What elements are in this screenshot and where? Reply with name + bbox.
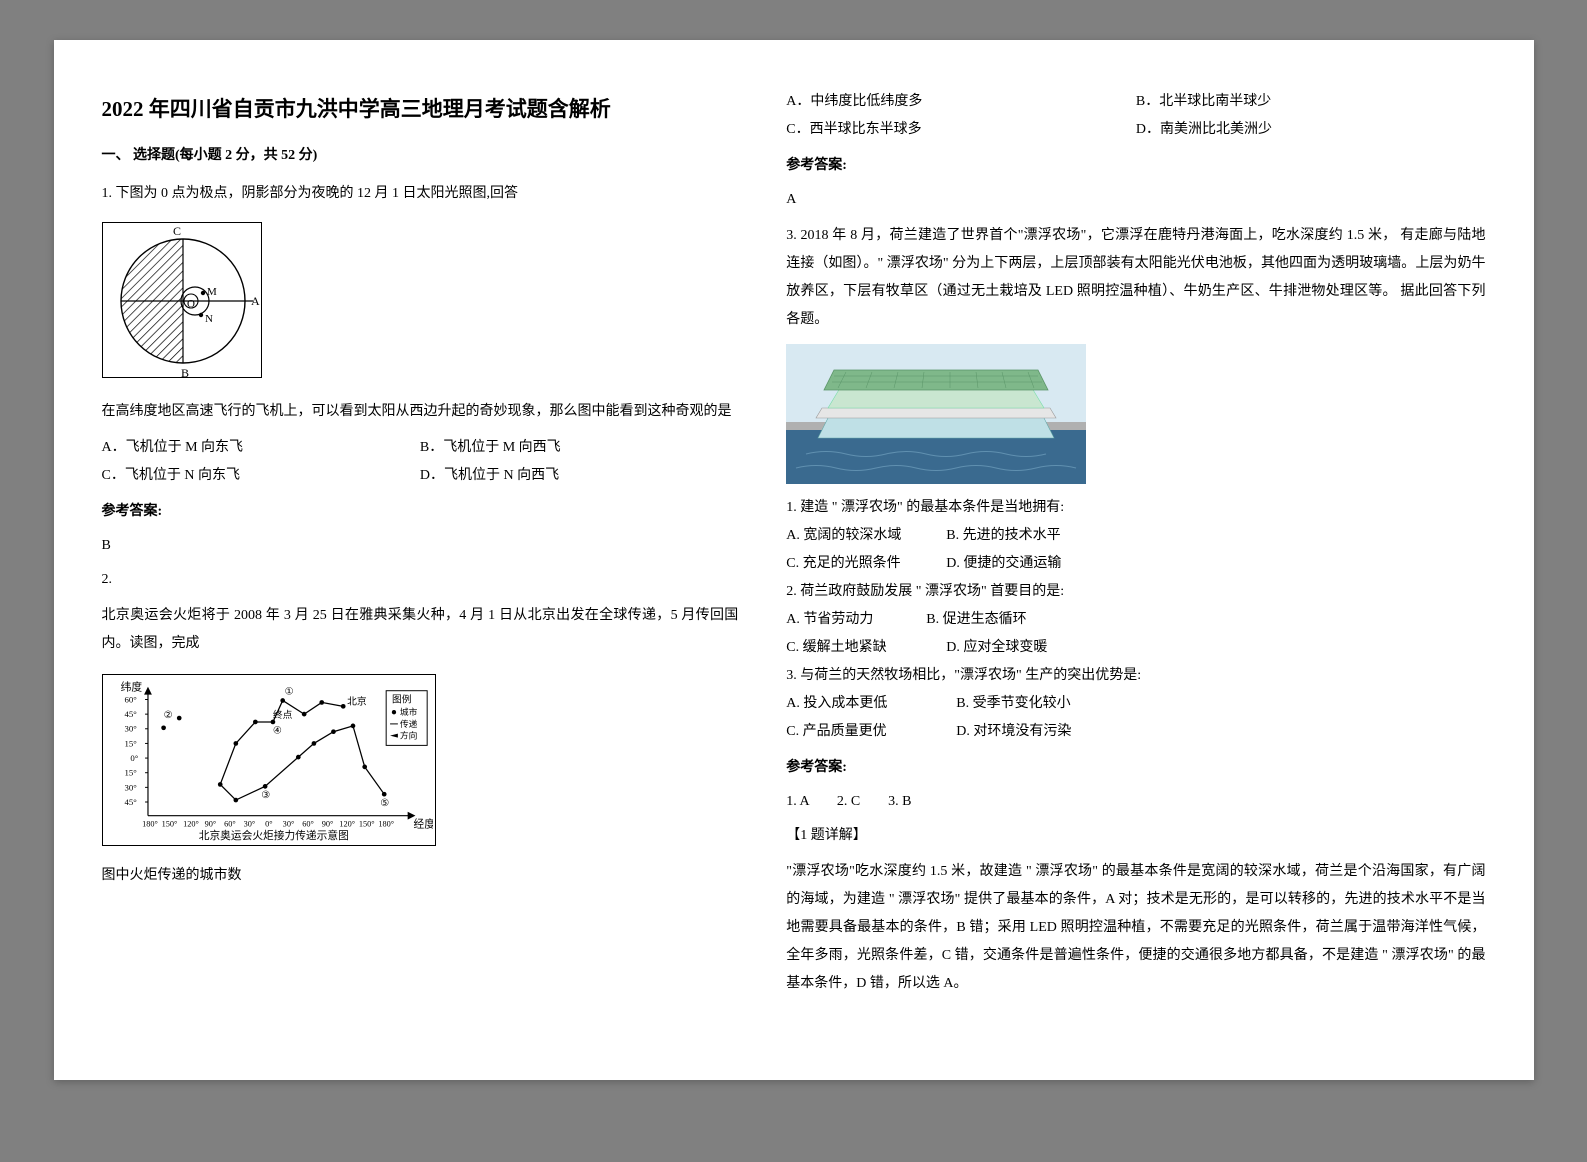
svg-text:0°: 0° [130,753,138,763]
q3-sub2-c: C. 缓解土地紧缺 [786,634,946,662]
exam-paper: 2022 年四川省自贡市九洪中学高三地理月考试题含解析 一、 选择题(每小题 2… [54,40,1534,1080]
svg-text:90°: 90° [204,819,216,828]
q2-opt-a: A．中纬度比低纬度多 [786,88,1136,116]
svg-text:30°: 30° [124,782,137,792]
q2-options-row2: C．西半球比东半球多 D．南美洲比北美洲少 [786,116,1485,144]
svg-text:30°: 30° [243,819,255,828]
q1-opt-b: B．飞机位于 M 向西飞 [420,434,738,462]
svg-text:45°: 45° [124,709,137,719]
svg-text:60°: 60° [224,819,236,828]
column-right: A．中纬度比低纬度多 B．北半球比南半球少 C．西半球比东半球多 D．南美洲比北… [786,88,1485,1048]
q2-opt-b: B．北半球比南半球少 [1136,88,1486,116]
svg-text:③: ③ [261,790,270,801]
q3-sub1-row2: C. 充足的光照条件 D. 便捷的交通运输 [786,550,1106,578]
q3-sub3-c: C. 产品质量更优 [786,718,956,746]
svg-text:150°: 150° [358,819,374,828]
column-left: 2022 年四川省自贡市九洪中学高三地理月考试题含解析 一、 选择题(每小题 2… [102,88,739,1048]
q2-answer: A [786,186,1485,214]
svg-text:180°: 180° [142,819,158,828]
q3-sub3: 3. 与荷兰的天然牧场相比，"漂浮农场" 生产的突出优势是: [786,662,1485,690]
q3-sub1-row1: A. 宽阔的较深水域 B. 先进的技术水平 [786,522,1106,550]
svg-text:经度: 经度 [413,817,433,830]
svg-text:④: ④ [272,726,281,737]
q3-sub3-row1: A. 投入成本更低 B. 受季节变化较小 [786,690,1126,718]
q1-stem: 1. 下图为 0 点为极点，阴影部分为夜晚的 12 月 1 日太阳光照图,回答 [102,180,739,208]
q3-sub2: 2. 荷兰政府鼓励发展 " 漂浮农场" 首要目的是: [786,578,1485,606]
q3-farm-figure [786,344,1086,484]
svg-text:终点: 终点 [272,708,292,721]
q1-opt-a: A．飞机位于 M 向东飞 [102,434,420,462]
svg-text:O: O [187,298,195,310]
q2-opt-d: D．南美洲比北美洲少 [1136,116,1486,144]
q3-sub2-d: D. 应对全球变暖 [946,634,1106,662]
q2-body: 北京奥运会火炬将于 2008 年 3 月 25 日在雅典采集火种，4 月 1 日… [102,602,739,658]
svg-text:120°: 120° [339,819,355,828]
q3-sub2-row2: C. 缓解土地紧缺 D. 应对全球变暖 [786,634,1106,662]
q2-torch-figure: 纬度 经度 60° 45° 30° 15° 0° 15° 30° 45° 180… [102,674,436,846]
q3-sub2-a: A. 节省劳动力 [786,606,926,634]
page-title: 2022 年四川省自贡市九洪中学高三地理月考试题含解析 [102,88,739,130]
q3-sub1-c: C. 充足的光照条件 [786,550,946,578]
svg-text:图例: 图例 [392,692,412,705]
q3-sub1-a: A. 宽阔的较深水域 [786,522,946,550]
svg-text:90°: 90° [321,819,333,828]
q1-options-row1: A．飞机位于 M 向东飞 B．飞机位于 M 向西飞 [102,434,739,462]
svg-text:纬度: 纬度 [120,681,142,694]
svg-text:⑤: ⑤ [380,798,389,809]
svg-text:传递: 传递 [399,718,417,729]
q2-opt-c: C．西半球比东半球多 [786,116,1136,144]
svg-text:30°: 30° [124,724,137,734]
svg-text:M: M [207,286,217,298]
q3-stem: 3. 2018 年 8 月，荷兰建造了世界首个"漂浮农场"，它漂浮在鹿特丹港海面… [786,222,1485,334]
q2-answer-label: 参考答案: [786,152,1485,180]
q3-sub3-a: A. 投入成本更低 [786,690,956,718]
q3-sub1-d: D. 便捷的交通运输 [946,550,1106,578]
q3-sub1-b: B. 先进的技术水平 [946,522,1106,550]
q3-sub2-row1: A. 节省劳动力 B. 促进生态循环 [786,606,1066,634]
svg-text:60°: 60° [124,694,137,704]
svg-text:N: N [205,313,213,325]
q3-sub1: 1. 建造 " 漂浮农场" 的最基本条件是当地拥有: [786,494,1485,522]
svg-text:180°: 180° [378,819,394,828]
section-a-heading: 一、 选择题(每小题 2 分，共 52 分) [102,142,739,170]
q3-detail: "漂浮农场"吃水深度约 1.5 米，故建造 " 漂浮农场" 的最基本条件是宽阔的… [786,858,1485,998]
svg-text:②: ② [163,710,172,721]
svg-text:方向: 方向 [399,730,417,741]
svg-text:A: A [251,294,260,308]
q1-globe-figure: C B A O M N [102,222,262,378]
q1-options-row2: C．飞机位于 N 向东飞 D．飞机位于 N 向西飞 [102,462,739,490]
svg-text:45°: 45° [124,797,137,807]
svg-text:北京奥运会火炬接力传递示意图: 北京奥运会火炬接力传递示意图 [198,829,348,842]
svg-text:C: C [173,224,181,238]
q3-answer-label: 参考答案: [786,754,1485,782]
svg-text:①: ① [284,687,293,698]
svg-text:15°: 15° [124,768,137,778]
q1-body: 在高纬度地区高速飞行的飞机上，可以看到太阳从西边升起的奇妙现象，那么图中能看到这… [102,398,739,426]
q1-opt-d: D．飞机位于 N 向西飞 [420,462,738,490]
q1-answer: B [102,532,739,560]
q3-sub3-d: D. 对环境没有污染 [956,718,1126,746]
svg-text:0°: 0° [265,819,272,828]
svg-text:B: B [181,366,189,379]
q2-number: 2. [102,566,739,594]
q2-after: 图中火炬传递的城市数 [102,862,739,890]
q3-answer: 1. A 2. C 3. B [786,788,1485,816]
svg-text:120°: 120° [183,819,199,828]
q3-sub3-b: B. 受季节变化较小 [956,690,1126,718]
svg-text:城市: 城市 [399,706,417,717]
svg-text:60°: 60° [302,819,314,828]
q3-detail-heading: 【1 题详解】 [786,822,1485,850]
svg-text:15°: 15° [124,738,137,748]
svg-text:北京: 北京 [347,694,367,707]
svg-text:30°: 30° [282,819,294,828]
q2-options-row1: A．中纬度比低纬度多 B．北半球比南半球少 [786,88,1485,116]
q1-opt-c: C．飞机位于 N 向东飞 [102,462,420,490]
q3-sub2-b: B. 促进生态循环 [926,606,1066,634]
svg-text:150°: 150° [161,819,177,828]
q1-answer-label: 参考答案: [102,498,739,526]
q3-sub3-row2: C. 产品质量更优 D. 对环境没有污染 [786,718,1126,746]
